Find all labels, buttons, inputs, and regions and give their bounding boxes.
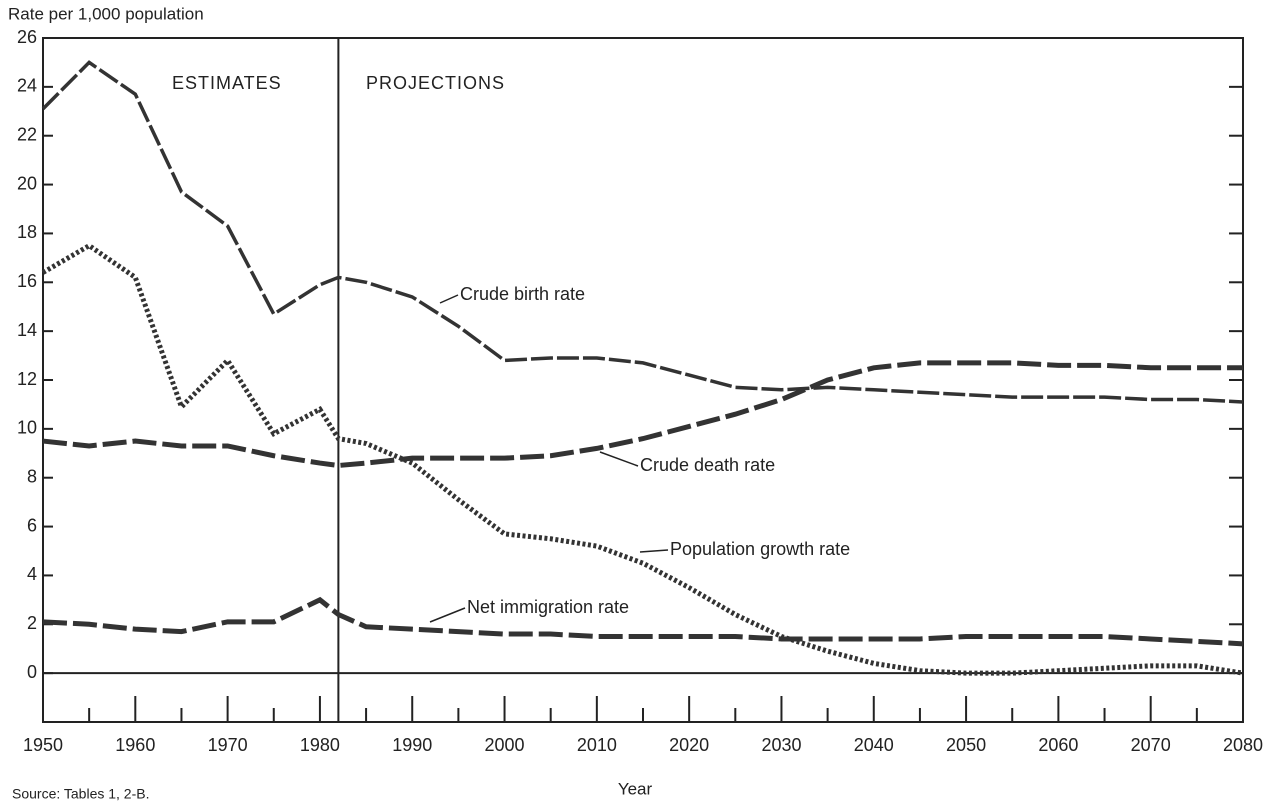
y-tick-label: 8	[27, 466, 37, 486]
x-tick-label: 2000	[485, 735, 525, 755]
x-tick-label: 2070	[1131, 735, 1171, 755]
label-leader	[439, 294, 459, 304]
x-tick-label: 1950	[23, 735, 63, 755]
y-tick-label: 16	[17, 271, 37, 291]
y-tick-label: 20	[17, 173, 37, 193]
series-label: Population growth rate	[670, 539, 850, 559]
x-tick-label: 2080	[1223, 735, 1263, 755]
y-tick-label: 12	[17, 369, 37, 389]
x-tick-label: 2010	[577, 735, 617, 755]
series-line	[41, 242, 1244, 676]
series-line	[41, 60, 1244, 404]
series-label: Net immigration rate	[467, 597, 629, 617]
annotation: ESTIMATES	[172, 73, 282, 93]
x-tick-label: 1980	[300, 735, 340, 755]
series-line	[42, 360, 1243, 469]
y-tick-label: 4	[27, 564, 37, 584]
y-tick-label: 18	[17, 222, 37, 242]
y-tick-label: 0	[27, 662, 37, 682]
label-leader	[599, 451, 639, 467]
y-tick-label: 10	[17, 418, 37, 438]
label-leader	[429, 607, 466, 623]
y-axis-label: Rate per 1,000 population	[8, 4, 204, 23]
plot-frame	[42, 37, 1244, 723]
y-tick-label: 24	[17, 76, 37, 96]
y-tick-label: 26	[17, 27, 37, 47]
x-tick-label: 1990	[392, 735, 432, 755]
y-tick-label: 6	[27, 515, 37, 535]
series-line	[42, 596, 1244, 647]
source-note: Source: Tables 1, 2-B.	[12, 786, 149, 802]
series-label: Crude death rate	[640, 455, 775, 475]
label-leader	[639, 549, 669, 553]
x-tick-label: 2050	[946, 735, 986, 755]
x-tick-label: 1970	[208, 735, 248, 755]
annotation: PROJECTIONS	[366, 73, 505, 93]
x-tick-label: 2040	[854, 735, 894, 755]
series-label: Crude birth rate	[460, 284, 585, 304]
x-tick-label: 1960	[115, 735, 155, 755]
x-tick-label: 2030	[761, 735, 801, 755]
x-tick-label: 2020	[669, 735, 709, 755]
x-tick-label: 2060	[1038, 735, 1078, 755]
y-tick-label: 14	[17, 320, 37, 340]
y-tick-label: 22	[17, 124, 37, 144]
y-tick-label: 2	[27, 613, 37, 633]
x-axis-label: Year	[618, 779, 653, 798]
